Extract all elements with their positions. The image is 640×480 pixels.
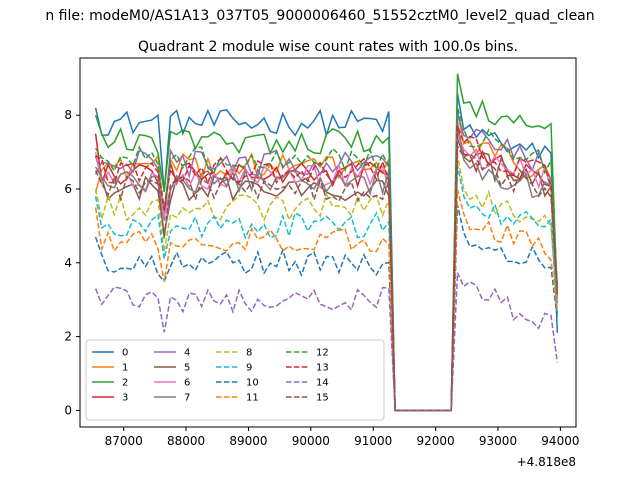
y-axis: 0 2 4 6 8 — [64, 108, 80, 417]
x-tick-label: 93000 — [479, 434, 517, 448]
x-axis-offset-label: +4.818e8 — [517, 455, 576, 469]
legend-label-0: 0 — [122, 348, 128, 359]
x-axis: 87000 88000 89000 90000 91000 92000 93000 94000 — [105, 427, 579, 448]
legend-label-8: 8 — [246, 348, 252, 359]
series-2-line — [94, 73, 559, 412]
x-tick-label: 90000 — [292, 434, 330, 448]
y-tick-label: 6 — [64, 182, 72, 196]
legend-label-10: 10 — [246, 378, 259, 389]
series-11-line — [94, 189, 559, 412]
series-3-line — [94, 128, 559, 412]
series-12-line — [94, 107, 559, 412]
series-4-line — [94, 112, 559, 412]
legend-frame — [85, 339, 385, 421]
x-tick-label: 88000 — [167, 434, 205, 448]
figure-suptitle: n file: modeM0/AS1A13_037T05_9000006460_… — [45, 8, 594, 24]
legend-label-14: 14 — [316, 378, 329, 389]
series-7-line — [94, 122, 559, 412]
legend-label-13: 13 — [316, 363, 329, 374]
x-tick-label: 89000 — [229, 434, 267, 448]
series-8-line — [94, 154, 559, 412]
legend-label-5: 5 — [184, 363, 190, 374]
chart-title: Quadrant 2 module wise count rates with … — [138, 39, 518, 55]
legend-label-3: 3 — [122, 393, 128, 404]
y-tick-label: 0 — [64, 403, 72, 417]
series-1-line — [94, 111, 559, 412]
plot-series-group — [94, 73, 559, 412]
x-tick-label: 92000 — [417, 434, 455, 448]
series-15-line — [94, 143, 559, 412]
x-tick-label: 87000 — [105, 434, 143, 448]
legend-label-12: 12 — [316, 348, 329, 359]
legend-label-11: 11 — [246, 393, 259, 404]
y-tick-label: 2 — [64, 330, 72, 344]
legend-label-15: 15 — [316, 393, 329, 404]
y-tick-label: 8 — [64, 108, 72, 122]
legend-label-7: 7 — [184, 393, 190, 404]
axes-frame — [79, 57, 577, 428]
series-9-line — [94, 165, 559, 412]
series-14-line — [94, 272, 559, 412]
legend-label-6: 6 — [184, 378, 190, 389]
legend-label-1: 1 — [122, 363, 128, 374]
x-tick-label: 94000 — [541, 434, 579, 448]
series-10-line — [94, 204, 559, 412]
legend-label-4: 4 — [184, 348, 190, 359]
y-tick-label: 4 — [64, 256, 72, 270]
series-13-line — [95, 125, 559, 412]
legend-label-9: 9 — [246, 363, 252, 374]
legend-label-2: 2 — [122, 378, 128, 389]
x-tick-label: 91000 — [354, 434, 392, 448]
